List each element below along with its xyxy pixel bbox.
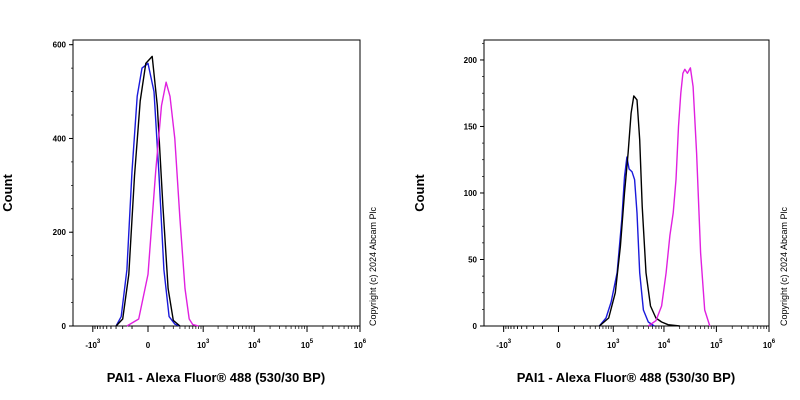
x-tick-label: 104 [658,339,671,350]
x-tick-label: 106 [354,339,367,350]
x-axis-label: PAI1 - Alexa Fluor® 488 (530/30 BP) [107,370,325,385]
x-tick-label: 104 [248,339,261,350]
y-tick-label: 0 [62,322,67,331]
x-tick-label: 105 [710,339,723,350]
histogram-line [115,62,181,327]
y-tick-label: 100 [464,189,478,198]
plot-frame [72,39,361,327]
x-axis-label: PAI1 - Alexa Fluor® 488 (530/30 BP) [517,370,735,385]
y-tick-label: 400 [53,134,67,143]
x-tick-label: 106 [763,339,776,350]
y-tick-label: 200 [53,228,67,237]
x-tick-label: 0 [556,341,561,350]
chart-panel-2: 0 50 100 150 200 -103 0 103 104 105 106 Count PAI1 -… [412,39,789,385]
histogram-line [647,67,711,327]
y-tick-label: 50 [468,255,477,264]
copyright-text: Copyright (c) 2024 Abcam Plc [368,206,378,326]
chart-panel-1: 0 200 400 600 -103 0 103 104 105 106 Count PAI1 - A… [0,39,378,385]
copyright-text: Copyright (c) 2024 Abcam Plc [779,206,789,326]
x-tick-label: -103 [496,339,512,350]
plot-frame [483,39,770,327]
y-tick-label: 150 [464,122,478,131]
x-tick-label: 0 [146,341,151,350]
y-tick-label: 600 [53,41,67,50]
y-tick-label: 200 [464,56,478,65]
y-axis-label: Count [412,174,427,212]
x-tick-label: -103 [85,339,101,350]
y-axis-label: Count [0,174,15,212]
x-tick-label: 105 [301,339,314,350]
y-tick-label: 0 [473,322,478,331]
histogram-line [598,95,680,327]
histogram-line [126,81,199,327]
x-tick-label: 103 [197,339,210,350]
x-tick-label: 103 [607,339,620,350]
histogram-line [598,156,655,327]
histogram-line [115,55,181,327]
